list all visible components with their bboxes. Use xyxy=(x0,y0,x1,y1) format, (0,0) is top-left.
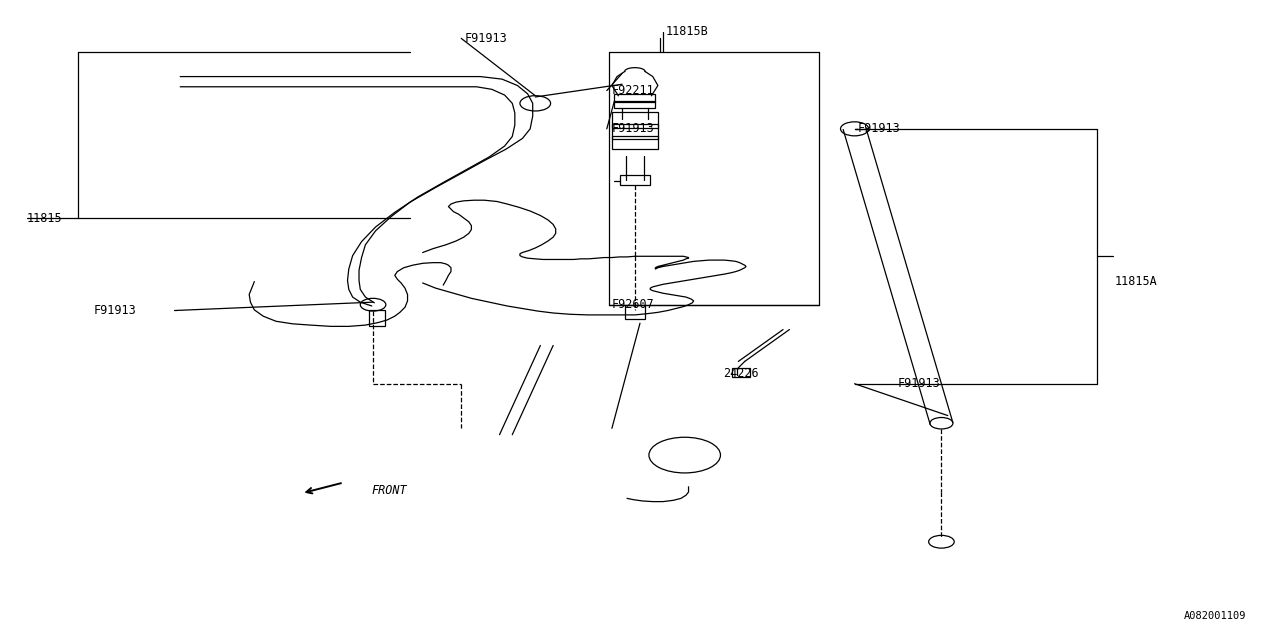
Text: 24226: 24226 xyxy=(723,367,759,380)
Bar xyxy=(369,310,384,326)
Bar xyxy=(614,100,655,108)
Text: F92211: F92211 xyxy=(612,84,654,97)
Text: 11815: 11815 xyxy=(27,212,63,225)
Bar xyxy=(614,95,655,102)
Bar xyxy=(612,136,658,149)
Text: F91913: F91913 xyxy=(899,377,941,390)
Text: FRONT: FRONT xyxy=(371,484,407,497)
Text: F91913: F91913 xyxy=(858,122,900,135)
Bar xyxy=(625,305,645,319)
Text: F91913: F91913 xyxy=(93,304,136,317)
Text: F91913: F91913 xyxy=(612,122,654,135)
Bar xyxy=(620,175,650,185)
Text: F91913: F91913 xyxy=(465,32,508,45)
Text: 11815A: 11815A xyxy=(1115,275,1158,288)
Text: F92607: F92607 xyxy=(612,298,654,311)
Text: A082001109: A082001109 xyxy=(1184,611,1247,621)
Bar xyxy=(732,368,750,378)
Bar xyxy=(612,124,658,139)
Bar xyxy=(612,112,658,127)
Text: 11815B: 11815B xyxy=(666,26,708,38)
